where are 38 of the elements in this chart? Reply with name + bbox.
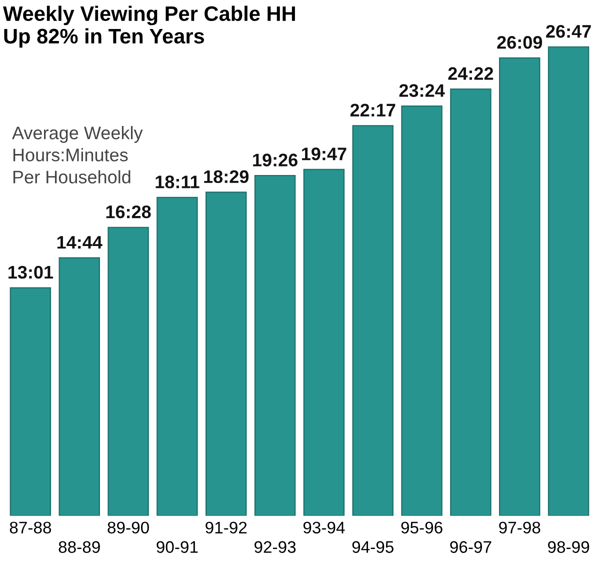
bar xyxy=(108,226,149,516)
data-label: 23:24 xyxy=(399,84,445,97)
chart-title: Weekly Viewing Per Cable HH Up 82% in Ten Years xyxy=(3,6,295,48)
x-tick-label: 90-91 xyxy=(156,541,198,553)
x-tick-label: 88-89 xyxy=(58,541,100,553)
x-tick-label: 93-94 xyxy=(303,522,345,534)
x-tick-label: 98-99 xyxy=(548,541,590,553)
x-tick-label: 97-98 xyxy=(499,522,540,534)
data-label: 13:01 xyxy=(8,266,54,279)
bar xyxy=(499,57,540,516)
data-label: 19:47 xyxy=(302,148,346,160)
bar xyxy=(10,287,52,516)
data-label: 14:44 xyxy=(57,236,102,249)
data-label: 26:47 xyxy=(546,24,591,38)
bar xyxy=(206,192,247,516)
x-tick-label: 96-97 xyxy=(450,541,492,553)
bar xyxy=(401,106,442,516)
data-label: 18:29 xyxy=(204,170,249,184)
x-tick-label: 95-96 xyxy=(401,522,442,534)
data-label: 19:26 xyxy=(253,154,298,166)
x-tick-label: 94-95 xyxy=(352,541,394,553)
data-label: 26:09 xyxy=(497,36,542,49)
bar xyxy=(156,196,198,516)
bar xyxy=(58,257,100,516)
bar xyxy=(254,175,296,516)
bar xyxy=(303,168,345,516)
x-tick-label: 92-93 xyxy=(254,541,296,553)
bar xyxy=(352,125,394,516)
x-tick-label: 87-88 xyxy=(10,522,52,534)
data-label: 18:11 xyxy=(156,176,200,188)
bar xyxy=(450,88,492,516)
data-label: 16:28 xyxy=(106,205,151,218)
x-tick-label: 91-92 xyxy=(206,522,247,534)
data-label: 22:17 xyxy=(350,104,396,116)
annotation: Average Weekly Hours:Minutes Per Household xyxy=(12,126,143,184)
data-label: 24:22 xyxy=(448,67,494,80)
bar xyxy=(548,46,590,516)
x-tick-label: 89-90 xyxy=(108,522,149,534)
